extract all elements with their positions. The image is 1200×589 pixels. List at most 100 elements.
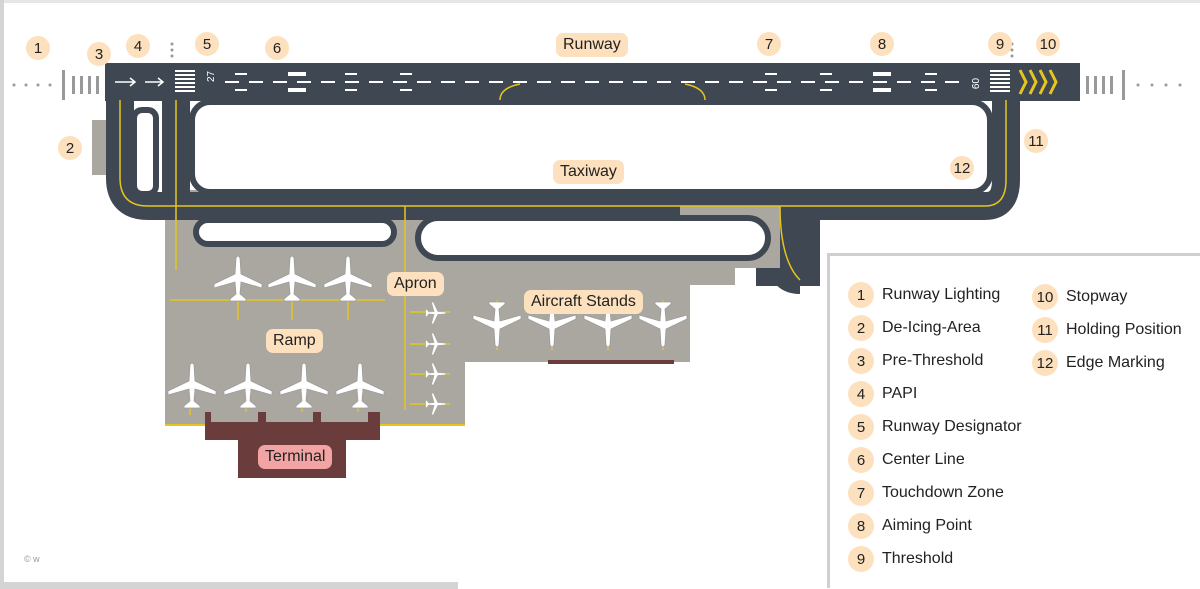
legend-label: Aiming Point <box>882 517 972 534</box>
marker-pin-number: 10 <box>1040 36 1057 53</box>
runway-designator-left: 27 <box>206 70 217 82</box>
aircraft <box>335 362 385 409</box>
aircraft-small <box>425 302 447 324</box>
aircraft <box>213 255 263 302</box>
marker-pin-number: 5 <box>203 36 211 53</box>
marker-pin-circle <box>950 156 974 180</box>
marker-pin-number: 4 <box>134 38 142 55</box>
marker-pin-circle <box>1024 129 1048 153</box>
marker-pin: 11 <box>1024 129 1048 153</box>
aircraft <box>167 362 217 409</box>
marker-pin-number: 12 <box>954 160 971 177</box>
legend-number: 4 <box>848 381 874 407</box>
marker-pin-number: 3 <box>95 46 103 63</box>
copyright-mark: © w <box>24 554 40 564</box>
marker-pin-circle <box>195 32 219 56</box>
marker-pin-number: 8 <box>878 36 886 53</box>
label-apron: Apron <box>387 272 444 296</box>
marker-pin-circle <box>87 42 111 66</box>
marker-pin-circle <box>126 34 150 58</box>
legend-label: Threshold <box>882 550 954 567</box>
legend-label: Center Line <box>882 451 965 468</box>
marker-pin: 9 <box>988 32 1012 56</box>
aircraft <box>267 255 317 302</box>
legend-label: Touchdown Zone <box>882 484 1004 501</box>
legend-item: 4 PAPI <box>848 381 917 407</box>
marker-pin-number: 1 <box>34 40 42 57</box>
marker-pin-number: 11 <box>1028 133 1044 150</box>
legend-number: 8 <box>848 513 874 539</box>
threshold-right <box>990 70 1010 92</box>
aircraft <box>323 255 373 302</box>
aiming-point <box>288 72 891 92</box>
legend-label: De-Icing-Area <box>882 319 981 336</box>
legend-number: 10 <box>1032 284 1058 310</box>
legend-label: Holding Position <box>1066 321 1182 338</box>
marker-pin-number: 2 <box>66 140 74 157</box>
pre-threshold-arrows <box>115 77 165 87</box>
marker-pin-circle <box>26 36 50 60</box>
aircraft-group <box>167 255 688 415</box>
legend-item: 7 Touchdown Zone <box>848 480 1004 506</box>
legend-number: 3 <box>848 348 874 374</box>
marker-pin-number: 9 <box>996 36 1004 53</box>
legend-label: Runway Designator <box>882 418 1022 435</box>
legend-number: 9 <box>848 546 874 572</box>
legend-item: 3 Pre-Threshold <box>848 348 983 374</box>
marker-pin: 12 <box>950 156 974 180</box>
approach-lights-right <box>1086 70 1182 100</box>
legend-item: 8 Aiming Point <box>848 513 972 539</box>
legend-number: 6 <box>848 447 874 473</box>
legend-item: 2 De-Icing-Area <box>848 315 981 341</box>
marker-pin: 6 <box>265 36 289 60</box>
taxiway-center-lines <box>119 83 1007 410</box>
legend-item: 6 Center Line <box>848 447 965 473</box>
label-terminal: Terminal <box>258 445 333 469</box>
marker-pin: 5 <box>195 32 219 56</box>
legend-item: 11 Holding Position <box>1032 317 1182 343</box>
marker-pin-circle <box>1036 32 1060 56</box>
marker-pin: 2 <box>58 136 82 160</box>
label-runway: Runway <box>556 33 628 57</box>
legend-panel: 1 Runway Lighting 2 De-Icing-Area 3 Pre-Thr… <box>827 253 1200 588</box>
frame-top <box>0 0 1200 3</box>
legend-number: 11 <box>1032 317 1058 343</box>
marker-pin: 8 <box>870 32 894 56</box>
label-ramp: Ramp <box>266 329 323 353</box>
frame-left <box>0 0 4 589</box>
legend-item: 12 Edge Marking <box>1032 350 1165 376</box>
legend-number: 1 <box>848 282 874 308</box>
approach-lights-left <box>12 70 99 100</box>
legend-label: Runway Lighting <box>882 286 1001 303</box>
legend-item: 1 Runway Lighting <box>848 282 1000 308</box>
marker-pin: 7 <box>757 32 781 56</box>
marker-pin-circle <box>58 136 82 160</box>
marker-pin-circle <box>757 32 781 56</box>
marker-pin-number: 6 <box>273 40 281 57</box>
aircraft <box>223 362 273 409</box>
aircraft <box>527 301 577 348</box>
aircraft <box>279 362 329 409</box>
legend-item: 10 Stopway <box>1032 284 1127 310</box>
aircraft <box>638 301 688 348</box>
frame-bottom <box>0 582 458 589</box>
legend-item: 9 Threshold <box>848 546 953 572</box>
stopway-chevrons <box>1018 69 1058 95</box>
legend-label: Stopway <box>1066 288 1128 305</box>
aircraft-small <box>425 393 447 415</box>
marker-pin: 10 <box>1036 32 1060 56</box>
infield <box>131 99 993 261</box>
marker-pin-number: 7 <box>765 36 773 53</box>
marker-pin: 4 <box>126 34 150 58</box>
legend-label: PAPI <box>882 385 918 402</box>
touchdown-zone <box>235 73 937 91</box>
label-taxiway: Taxiway <box>553 160 624 184</box>
legend-number: 7 <box>848 480 874 506</box>
legend-label: Pre-Threshold <box>882 352 984 369</box>
runway-designator-right: 09 <box>969 78 980 90</box>
aircraft <box>583 301 633 348</box>
label-aircraft-stands: Aircraft Stands <box>524 290 643 314</box>
